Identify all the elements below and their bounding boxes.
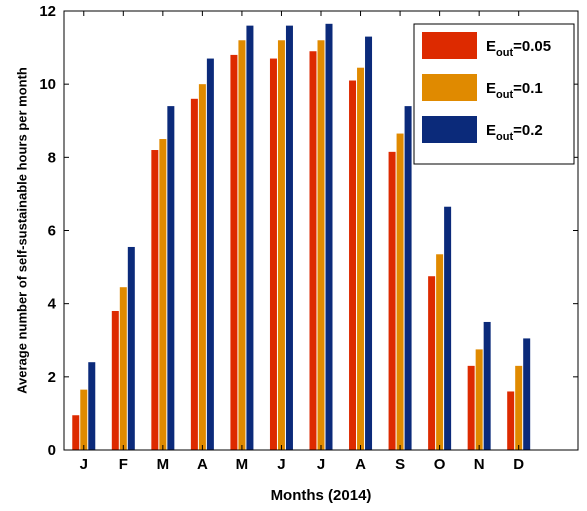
bar xyxy=(111,310,119,450)
bar xyxy=(515,365,523,450)
axis-ticks: J F M A M J J A S O N D 0 2 4 6 8 10 12 xyxy=(39,3,578,473)
bar xyxy=(349,80,357,450)
bars-layer xyxy=(72,23,531,451)
bar xyxy=(475,349,483,450)
x-tick-label: F xyxy=(119,456,128,473)
bar xyxy=(317,40,325,451)
legend-swatch xyxy=(422,74,477,101)
bar xyxy=(285,25,293,451)
bar xyxy=(436,254,444,450)
legend-label: Eout=0.1 xyxy=(486,80,543,101)
legend-label: Eout=0.05 xyxy=(486,38,551,59)
x-tick-label: A xyxy=(355,456,366,473)
bar xyxy=(483,321,491,450)
x-tick-label: S xyxy=(395,456,405,473)
bar xyxy=(159,139,167,450)
x-tick-label: J xyxy=(277,456,285,473)
bar xyxy=(309,51,317,450)
bar xyxy=(277,40,285,451)
bar xyxy=(325,23,333,450)
legend-swatch xyxy=(422,116,477,143)
bar xyxy=(167,106,175,450)
bar xyxy=(72,415,80,450)
x-tick-label: M xyxy=(157,456,170,473)
bar xyxy=(523,338,531,450)
y-tick-label: 12 xyxy=(39,3,56,20)
x-tick-label: D xyxy=(513,456,524,473)
x-tick-label: J xyxy=(80,456,88,473)
y-tick-label: 4 xyxy=(48,296,57,313)
x-tick-label: O xyxy=(434,456,446,473)
legend: Eout=0.05 Eout=0.1 Eout=0.2 xyxy=(413,23,575,165)
bar xyxy=(80,389,88,450)
bar xyxy=(396,133,404,450)
bar xyxy=(119,287,127,450)
bar xyxy=(428,276,436,450)
bar xyxy=(246,25,254,451)
bar xyxy=(507,391,515,450)
bar xyxy=(198,84,206,451)
bar xyxy=(388,151,396,451)
y-axis-title: Average number of self-sustainable hours… xyxy=(14,67,29,394)
x-tick-label: J xyxy=(317,456,325,473)
x-tick-label: A xyxy=(197,456,208,473)
bar xyxy=(444,206,452,450)
bar xyxy=(190,98,198,451)
y-tick-label: 0 xyxy=(48,442,56,459)
x-tick-label: M xyxy=(236,456,249,473)
y-tick-label: 8 xyxy=(48,149,56,166)
bar xyxy=(230,54,238,451)
y-tick-label: 2 xyxy=(48,369,56,386)
x-tick-label: N xyxy=(474,456,485,473)
bar xyxy=(151,150,159,450)
y-tick-label: 6 xyxy=(48,223,56,240)
bar xyxy=(365,36,373,450)
bar xyxy=(404,106,412,450)
legend-swatch xyxy=(422,32,477,59)
y-tick-label: 10 xyxy=(39,76,56,93)
bar xyxy=(127,246,135,450)
bar xyxy=(269,58,277,450)
legend-label: Eout=0.2 xyxy=(486,122,543,143)
bar xyxy=(238,40,246,451)
bar xyxy=(467,365,475,450)
bar xyxy=(206,58,214,450)
bar xyxy=(88,362,96,450)
x-axis-title: Months (2014) xyxy=(271,487,372,504)
bar xyxy=(357,67,365,451)
